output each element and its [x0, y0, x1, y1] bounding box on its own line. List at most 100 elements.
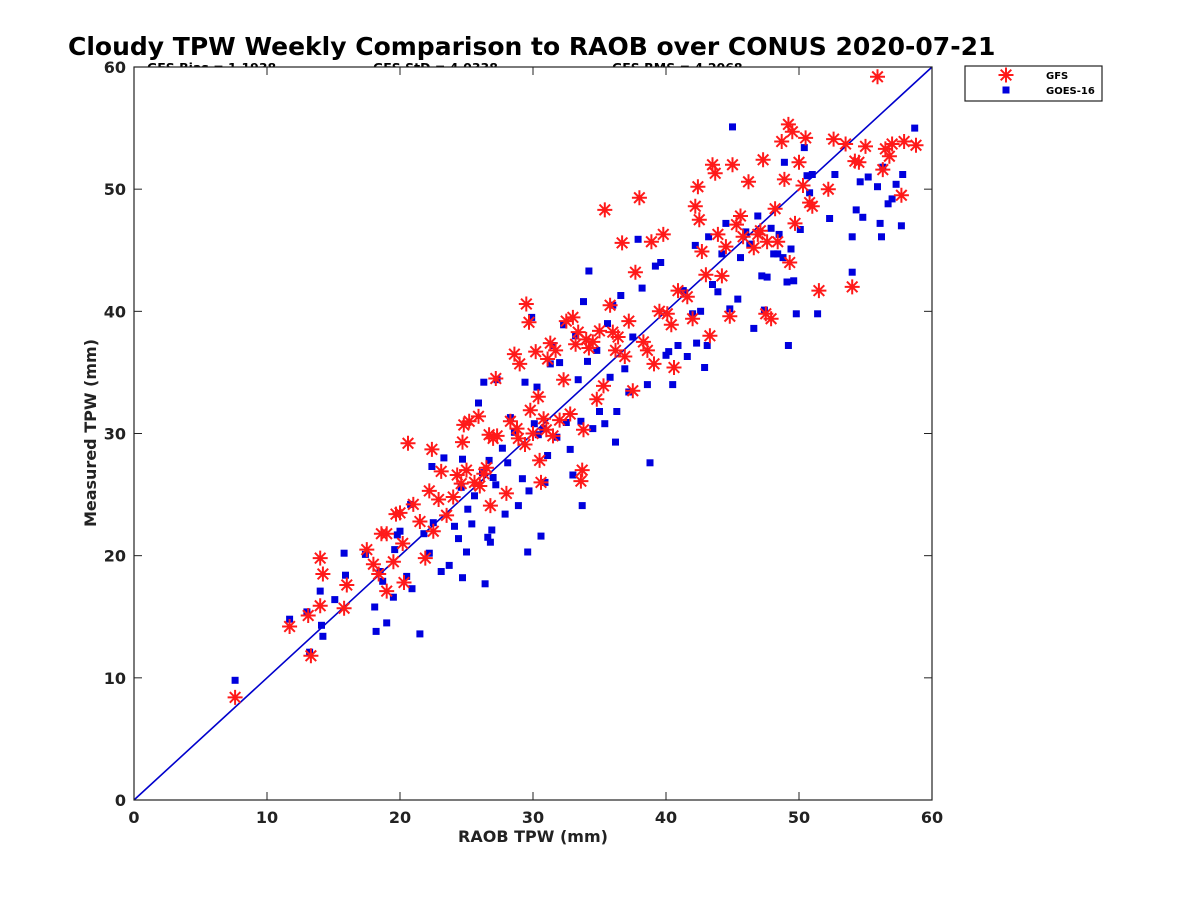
goes16-point: [514, 502, 522, 510]
goes16-point: [770, 250, 778, 258]
gfs-point: [359, 542, 375, 558]
goes16-point: [533, 383, 541, 391]
gfs-point: [774, 134, 790, 149]
gfs-point: [702, 328, 718, 344]
goes16-point: [826, 215, 834, 222]
gfs-point: [631, 190, 647, 206]
gfs-point: [770, 234, 786, 250]
gfs-point: [449, 467, 465, 483]
gfs-point: [522, 402, 538, 418]
gfs-point: [710, 226, 726, 242]
goes16-point: [758, 272, 766, 280]
gfs-point: [379, 526, 395, 542]
gfs-point: [339, 577, 355, 593]
goes16-point: [754, 212, 762, 220]
goes16-point: [878, 233, 885, 241]
gfs-point: [395, 536, 411, 551]
gfs-point: [533, 474, 549, 490]
gfs-point: [379, 583, 395, 599]
goes16-point: [544, 452, 552, 459]
gfs-point: [578, 331, 594, 347]
gfs-point: [400, 435, 416, 451]
legend-gfs-asterisk: [998, 67, 1014, 83]
goes16-point: [737, 254, 744, 262]
goes16-point: [331, 596, 339, 604]
goes16-point: [306, 648, 314, 656]
goes16-point: [556, 359, 564, 367]
goes16-point: [742, 228, 750, 236]
gfs-point: [881, 148, 897, 164]
gfs-point: [558, 313, 574, 329]
legend-box: [964, 65, 1103, 102]
gfs-point: [698, 267, 714, 283]
goes16-point: [800, 144, 808, 152]
goes16-point: [445, 561, 453, 569]
gfs-point: [884, 136, 900, 152]
gfs-point: [478, 460, 494, 476]
gfs-point: [532, 452, 548, 468]
goes16-point: [634, 235, 642, 243]
gfs-point: [424, 441, 440, 457]
goes16-point: [701, 364, 709, 371]
goes16-point: [546, 360, 554, 368]
gfs-point: [536, 411, 552, 427]
gfs-point: [838, 136, 854, 152]
y-tick-label: 20: [104, 547, 126, 566]
gfs-series: [227, 69, 924, 705]
goes16-point: [504, 459, 512, 467]
gfs-point: [471, 408, 486, 424]
y-axis-label: Measured TPW (mm): [81, 339, 100, 527]
goes16-point: [537, 532, 545, 540]
goes16-point: [577, 417, 585, 425]
goes16-point: [874, 183, 881, 191]
gfs-point: [784, 124, 800, 140]
legend-goes16-label: GOES-16: [1046, 86, 1095, 97]
gfs-point: [767, 201, 783, 217]
gfs-point: [655, 226, 671, 242]
gfs-point: [722, 308, 738, 324]
gfs-point: [562, 406, 578, 422]
goes16-point: [604, 320, 611, 328]
gfs-point: [576, 422, 591, 438]
goes16-point: [814, 310, 822, 318]
goes16-point: [848, 233, 856, 241]
gfs-point: [439, 507, 455, 523]
gfs-point: [518, 296, 534, 312]
goes16-point: [662, 351, 670, 359]
goes16-point: [475, 399, 482, 407]
gfs-point: [795, 178, 811, 193]
goes16-point: [629, 333, 637, 341]
gfs-point: [614, 235, 630, 251]
gfs-point: [694, 244, 710, 259]
goes16-point: [231, 676, 239, 684]
goes16-point: [485, 456, 493, 464]
y-tick-label: 0: [115, 791, 126, 810]
gfs-point: [565, 309, 581, 325]
gfs-point: [787, 215, 803, 231]
gfs-point: [826, 131, 842, 147]
goes16-point: [784, 342, 792, 349]
goes16-point: [463, 548, 470, 556]
goes16-point: [393, 531, 401, 539]
goes16-point: [665, 348, 673, 356]
goes16-point: [534, 431, 542, 439]
goes16-point: [379, 577, 387, 585]
gfs-point: [476, 466, 492, 482]
gfs-point: [521, 314, 537, 330]
goes16-point: [403, 572, 411, 580]
goes16-point: [703, 342, 711, 349]
gfs-point: [574, 462, 590, 478]
gfs-point: [875, 162, 891, 178]
goes16-point: [750, 324, 758, 332]
gfs-point: [312, 550, 328, 566]
goes16-point: [416, 630, 424, 638]
goes16-point: [617, 292, 625, 299]
gfs-point: [592, 323, 607, 339]
gfs-point: [718, 239, 734, 255]
goes16-point: [566, 445, 574, 453]
goes16-point: [501, 510, 509, 518]
chart-title: Cloudy TPW Weekly Comparison to RAOB ove…: [68, 32, 995, 61]
gfs-point: [472, 478, 488, 494]
goes16-point: [451, 522, 458, 530]
gfs-point: [300, 608, 316, 623]
